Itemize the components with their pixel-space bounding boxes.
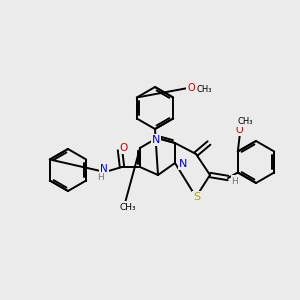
- Text: O: O: [120, 143, 128, 153]
- Text: O: O: [187, 83, 195, 93]
- Text: CH₃: CH₃: [196, 85, 212, 94]
- Text: N: N: [100, 164, 108, 174]
- Text: CH₃: CH₃: [237, 116, 253, 125]
- Text: H: H: [232, 176, 238, 185]
- Text: S: S: [194, 192, 201, 202]
- Text: N: N: [152, 135, 160, 145]
- Text: O: O: [235, 125, 243, 135]
- Text: N: N: [179, 159, 187, 169]
- Text: CH₃: CH₃: [120, 202, 136, 211]
- Text: H: H: [98, 173, 104, 182]
